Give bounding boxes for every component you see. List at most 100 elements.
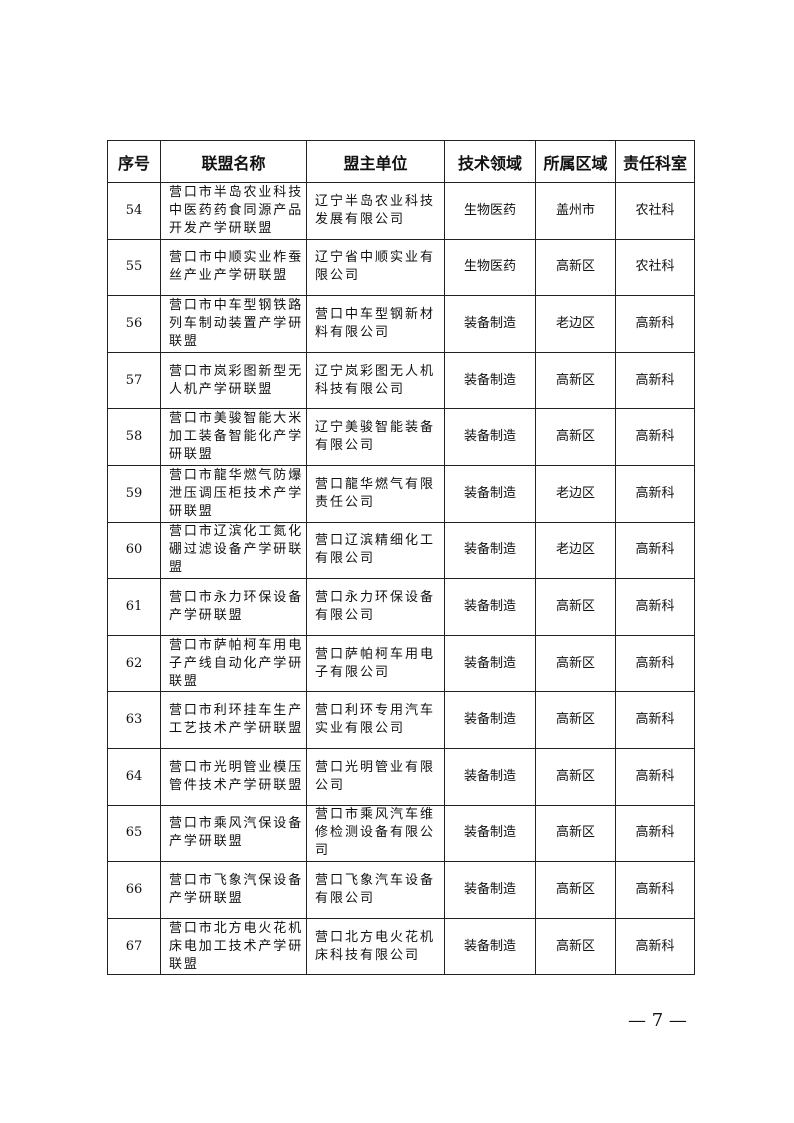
table-row: 67 营口市北方电火花机床电加工技术产学研联盟 营口北方电火花机床科技有限公司 装备制…: [107, 917, 695, 976]
alliance-name: 营口市萨帕柯车用电子产线自动化产学研联盟: [169, 637, 304, 689]
table-cell: 生物医药: [444, 238, 536, 297]
lead-unit: 辽宁半岛农业科技发展有限公司: [315, 193, 436, 227]
table-cell: 59: [107, 464, 161, 523]
column-header: 技术领域: [444, 140, 536, 183]
table-cell: 装备制造: [444, 861, 536, 919]
table-row: 56 营口市中车型钢铁路列车制动装置产学研联盟 营口中车型钢新材料有限公司 装备制造老…: [107, 295, 695, 353]
table-cell: 高新科: [615, 747, 695, 806]
table-cell: 营口市辽滨化工氮化硼过滤设备产学研联盟: [160, 521, 307, 580]
alliance-name: 营口市辽滨化工氮化硼过滤设备产学研联盟: [169, 524, 304, 576]
table-cell: 63: [107, 691, 161, 749]
table-cell: 营口市龍华燃气防爆泄压调压柜技术产学研联盟: [160, 464, 307, 523]
table-row: 65 营口市乘风汽保设备产学研联盟 营口市乘风汽车维修检测设备有限公司 装备制造 高新区…: [107, 804, 695, 863]
table-cell: 装备制造: [444, 351, 536, 410]
table-row: 59 营口市龍华燃气防爆泄压调压柜技术产学研联盟 营口龍华燃气有限责任公司 装备制造老…: [107, 464, 695, 523]
lead-unit: 营口利环专用汽车实业有限公司: [315, 703, 436, 737]
table-cell: 营口市中车型钢铁路列车制动装置产学研联盟: [160, 295, 307, 353]
table-cell: 装备制造: [444, 295, 536, 353]
alliance-name: 营口市乘风汽保设备产学研联盟: [169, 816, 304, 850]
table-cell: 营口萨帕柯车用电子有限公司: [306, 634, 445, 693]
table-cell: 高新区: [535, 578, 616, 636]
table-cell: 64: [107, 747, 161, 806]
alliance-name: 营口市永力环保设备产学研联盟: [169, 589, 304, 623]
table-row: 60 营口市辽滨化工氮化硼过滤设备产学研联盟 营口辽滨精细化工有限公司 装备制造 老边区…: [107, 521, 695, 580]
table-cell: 营口市半岛农业科技中医药药食同源产品开发产学研联盟: [160, 182, 307, 240]
table-row: 54 营口市半岛农业科技中医药药食同源产品开发产学研联盟 辽宁半岛农业科技发展有限公…: [107, 182, 695, 240]
column-header: 盟主单位: [306, 140, 445, 183]
table-cell: 辽宁省中顺实业有限公司: [306, 238, 445, 297]
table-row: 55 营口市中顺实业柞蚕丝产业产学研联盟 辽宁省中顺实业有限公司 生物医药 高新区 农社科: [107, 238, 695, 297]
table-cell: 营口市乘风汽车维修检测设备有限公司: [306, 804, 445, 863]
table-cell: 装备制造: [444, 464, 536, 523]
table-cell: 61: [107, 578, 161, 636]
table-cell: 营口市北方电火花机床电加工技术产学研联盟: [160, 917, 307, 976]
table-cell: 生物医药: [444, 182, 536, 240]
table-row: 62 营口市萨帕柯车用电子产线自动化产学研联盟 营口萨帕柯车用电子有限公司 装备制造高…: [107, 634, 695, 693]
table-cell: 营口市永力环保设备产学研联盟: [160, 578, 307, 636]
table-cell: 营口利环专用汽车实业有限公司: [306, 691, 445, 749]
table-cell: 高新区: [535, 408, 616, 466]
table-cell: 老边区: [535, 295, 616, 353]
table-cell: 54: [107, 182, 161, 240]
table-cell: 高新科: [615, 917, 695, 976]
table-cell: 装备制造: [444, 521, 536, 580]
table-cell: 装备制造: [444, 578, 536, 636]
table-cell: 装备制造: [444, 747, 536, 806]
lead-unit: 辽宁岚彩图无人机科技有限公司: [315, 363, 436, 397]
table-row: 61 营口市永力环保设备产学研联盟 营口永力环保设备有限公司 装备制造 高新区 高新科: [107, 578, 695, 636]
table-cell: 高新科: [615, 295, 695, 353]
table-cell: 高新科: [615, 861, 695, 919]
table-cell: 66: [107, 861, 161, 919]
table-cell: 装备制造: [444, 691, 536, 749]
alliance-name: 营口市岚彩图新型无人机产学研联盟: [169, 363, 304, 397]
table-cell: 装备制造: [444, 408, 536, 466]
table-cell: 57: [107, 351, 161, 410]
table-cell: 营口光明管业有限公司: [306, 747, 445, 806]
table-cell: 老边区: [535, 521, 616, 580]
column-header: 所属区域: [535, 140, 616, 183]
lead-unit: 营口中车型钢新材料有限公司: [315, 306, 436, 340]
table-cell: 65: [107, 804, 161, 863]
table-cell: 营口市美骏智能大米加工装备智能化产学研联盟: [160, 408, 307, 466]
table-cell: 高新区: [535, 634, 616, 693]
table-cell: 营口市光明管业模压管件技术产学研联盟: [160, 747, 307, 806]
table-cell: 营口中车型钢新材料有限公司: [306, 295, 445, 353]
table-cell: 装备制造: [444, 804, 536, 863]
lead-unit: 营口永力环保设备有限公司: [315, 589, 436, 623]
table-cell: 营口市利环挂车生产工艺技术产学研联盟: [160, 691, 307, 749]
table-cell: 营口市乘风汽保设备产学研联盟: [160, 804, 307, 863]
alliance-name: 营口市利环挂车生产工艺技术产学研联盟: [169, 703, 304, 737]
table-cell: 高新区: [535, 804, 616, 863]
table-cell: 高新科: [615, 578, 695, 636]
table-cell: 高新科: [615, 804, 695, 863]
table-cell: 58: [107, 408, 161, 466]
table-row: 58 营口市美骏智能大米加工装备智能化产学研联盟 辽宁美骏智能装备有限公司 装备制造高…: [107, 408, 695, 466]
table-cell: 67: [107, 917, 161, 976]
alliance-name: 营口市光明管业模压管件技术产学研联盟: [169, 759, 304, 793]
table-cell: 62: [107, 634, 161, 693]
alliance-name: 营口市龍华燃气防爆泄压调压柜技术产学研联盟: [169, 467, 304, 519]
table-cell: 辽宁美骏智能装备有限公司: [306, 408, 445, 466]
table-cell: 老边区: [535, 464, 616, 523]
table-cell: 营口北方电火花机床科技有限公司: [306, 917, 445, 976]
table-cell: 农社科: [615, 238, 695, 297]
lead-unit: 营口市乘风汽车维修检测设备有限公司: [315, 807, 436, 859]
table-cell: 营口市萨帕柯车用电子产线自动化产学研联盟: [160, 634, 307, 693]
alliance-name: 营口市中顺实业柞蚕丝产业产学研联盟: [169, 250, 304, 284]
column-header: 联盟名称: [160, 140, 307, 183]
table-cell: 营口辽滨精细化工有限公司: [306, 521, 445, 580]
table-cell: 高新区: [535, 351, 616, 410]
table-cell: 营口永力环保设备有限公司: [306, 578, 445, 636]
table-cell: 高新科: [615, 351, 695, 410]
lead-unit: 营口北方电火花机床科技有限公司: [315, 929, 436, 963]
table-row: 63 营口市利环挂车生产工艺技术产学研联盟 营口利环专用汽车实业有限公司 装备制造 高新…: [107, 691, 695, 749]
column-header: 序号: [107, 140, 161, 183]
table-cell: 高新科: [615, 408, 695, 466]
table-cell: 营口龍华燃气有限责任公司: [306, 464, 445, 523]
table-row: 64 营口市光明管业模压管件技术产学研联盟 营口光明管业有限公司 装备制造 高新区 高新科: [107, 747, 695, 806]
table-row: 57 营口市岚彩图新型无人机产学研联盟 辽宁岚彩图无人机科技有限公司 装备制造 高新区高…: [107, 351, 695, 410]
table-cell: 高新科: [615, 464, 695, 523]
lead-unit: 辽宁美骏智能装备有限公司: [315, 420, 436, 454]
table-cell: 高新科: [615, 691, 695, 749]
alliance-name: 营口市北方电火花机床电加工技术产学研联盟: [169, 920, 304, 972]
